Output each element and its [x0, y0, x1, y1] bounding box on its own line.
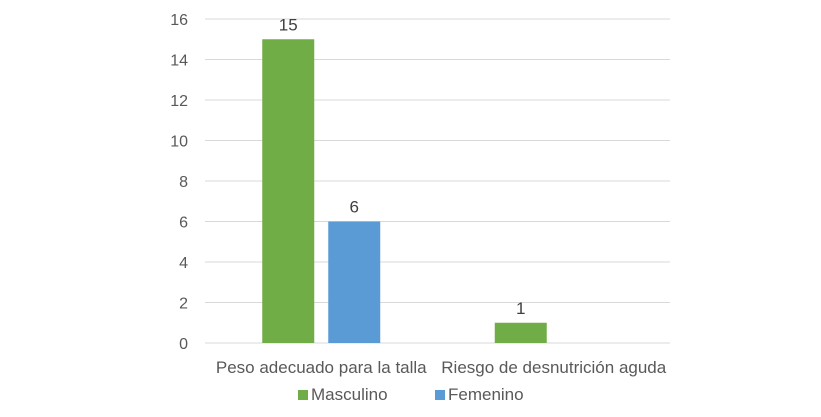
y-tick-label: 2	[179, 296, 188, 313]
bar-masculino-2	[494, 322, 547, 343]
y-tick-label: 0	[179, 336, 188, 353]
data-label: 15	[279, 15, 298, 34]
legend-swatch-masculino	[298, 390, 308, 400]
legend-label-femenino: Femenino	[448, 385, 524, 404]
y-tick-label: 4	[179, 255, 188, 272]
data-label: 1	[516, 299, 525, 318]
y-tick-label: 10	[170, 134, 188, 151]
legend-swatch-femenino	[435, 390, 445, 400]
bar-masculino-1	[262, 39, 315, 343]
y-tick-label: 12	[170, 93, 188, 110]
y-tick-label: 6	[179, 215, 188, 232]
x-category-label: Riesgo de desnutrición aguda	[441, 358, 666, 377]
legend-label-masculino: Masculino	[311, 385, 388, 404]
x-category-label: Peso adecuado para la talla	[216, 358, 427, 377]
bar-femenino-1	[328, 221, 381, 343]
y-tick-label: 8	[179, 174, 188, 191]
y-tick-label: 16	[170, 12, 188, 29]
y-tick-label: 14	[170, 53, 188, 70]
data-label: 6	[350, 198, 359, 217]
